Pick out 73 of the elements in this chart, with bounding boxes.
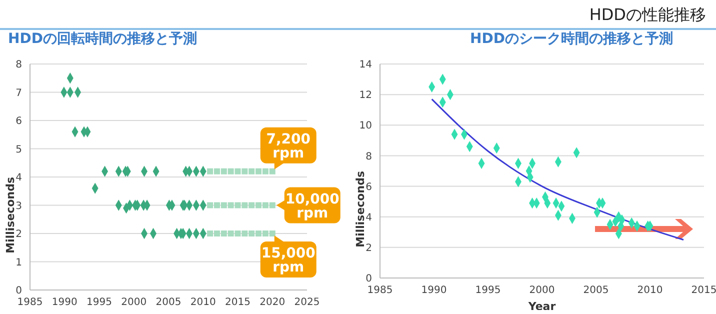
point bbox=[269, 230, 276, 236]
point bbox=[228, 230, 234, 236]
y-tick-label: 5 bbox=[16, 144, 22, 156]
y-tick-label: 12 bbox=[359, 90, 372, 102]
x-tick-label: 2005 bbox=[583, 285, 609, 296]
x-tick-label: 2010 bbox=[190, 297, 216, 308]
point bbox=[220, 230, 227, 236]
point bbox=[262, 168, 268, 174]
point bbox=[248, 230, 255, 236]
y-tick-label: 2 bbox=[366, 242, 372, 254]
x-tick-label: 1995 bbox=[86, 297, 112, 308]
x-tick-label: 2015 bbox=[691, 285, 716, 296]
point bbox=[262, 202, 268, 208]
y-axis-title: Milliseconds bbox=[4, 176, 17, 254]
point bbox=[256, 202, 262, 208]
point bbox=[242, 168, 248, 174]
point bbox=[262, 230, 268, 236]
y-tick-label: 0 bbox=[16, 286, 22, 297]
x-tick-label: 2010 bbox=[637, 285, 663, 296]
y-axis-title: Milliseconds bbox=[354, 170, 367, 248]
point bbox=[207, 168, 214, 174]
x-tick-label: 2005 bbox=[156, 297, 182, 308]
point bbox=[214, 168, 220, 174]
point bbox=[269, 168, 276, 174]
point bbox=[220, 168, 227, 174]
y-tick-label: 10 bbox=[359, 120, 372, 132]
y-tick-label: 6 bbox=[366, 182, 372, 193]
point bbox=[248, 168, 255, 174]
point bbox=[242, 230, 248, 236]
point bbox=[256, 168, 262, 174]
x-tick-label: 1985 bbox=[367, 285, 393, 296]
point bbox=[269, 202, 276, 208]
y-tick-label: 8 bbox=[16, 60, 22, 71]
x-tick-label: 2025 bbox=[294, 297, 320, 308]
point bbox=[234, 202, 241, 208]
chart-title: HDDの回転時間の推移と予測 bbox=[8, 30, 197, 48]
y-tick-label: 3 bbox=[16, 200, 22, 212]
y-tick-label: 14 bbox=[359, 60, 372, 71]
point bbox=[207, 202, 214, 208]
point bbox=[228, 168, 234, 174]
chart-title: HDDのシーク時間の推移と予測 bbox=[470, 30, 673, 48]
line-series bbox=[431, 98, 684, 241]
point bbox=[228, 202, 234, 208]
point bbox=[207, 230, 214, 236]
point bbox=[234, 168, 241, 174]
annotation: 7,200 rpm bbox=[266, 131, 311, 162]
y-tick-label: 8 bbox=[366, 151, 372, 162]
point bbox=[256, 230, 262, 236]
annotation: 15,000 rpm bbox=[261, 246, 316, 276]
x-tick-label: 2015 bbox=[225, 297, 250, 308]
point bbox=[242, 202, 248, 208]
y-tick-label: 6 bbox=[16, 116, 22, 128]
x-axis-title: Year bbox=[527, 300, 556, 313]
point bbox=[220, 202, 227, 208]
y-tick-label: 2 bbox=[16, 229, 22, 240]
x-tick-label: 1985 bbox=[17, 297, 43, 308]
y-tick-label: 1 bbox=[16, 257, 22, 268]
y-tick-label: 0 bbox=[366, 274, 372, 285]
y-tick-label: 4 bbox=[16, 172, 22, 184]
x-tick-label: 2000 bbox=[121, 297, 147, 308]
x-tick-label: 2020 bbox=[260, 297, 286, 308]
point bbox=[248, 202, 255, 208]
annotation: 10,000 rpm bbox=[285, 191, 340, 222]
point bbox=[234, 230, 241, 236]
point bbox=[214, 202, 220, 208]
x-tick-label: 1995 bbox=[475, 285, 501, 296]
y-tick-label: 4 bbox=[366, 212, 372, 224]
text: HDDの性能推移 bbox=[589, 5, 706, 26]
x-tick-label: 1990 bbox=[421, 285, 447, 296]
y-tick-label: 7 bbox=[16, 88, 22, 99]
x-tick-label: 1990 bbox=[52, 297, 78, 308]
x-tick-label: 2000 bbox=[529, 285, 555, 296]
point bbox=[214, 230, 220, 236]
